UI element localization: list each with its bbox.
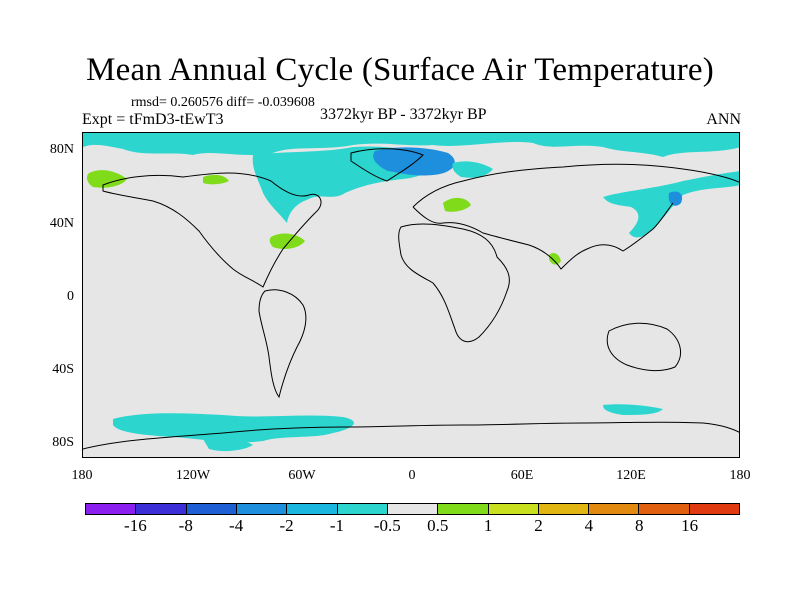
lat-tick: 80N	[49, 142, 74, 157]
map-panel	[82, 132, 740, 458]
lat-tick: 40N	[49, 216, 74, 231]
anomaly-canada-green	[203, 174, 229, 185]
colorbar-label: 4	[584, 516, 594, 535]
lon-tick: 180	[729, 468, 751, 483]
anomaly-asia-green	[443, 197, 471, 212]
colorbar-segment	[186, 504, 237, 514]
colorbar-label: -2	[279, 516, 294, 535]
world-map	[83, 133, 739, 457]
colorbar-label: -16	[124, 516, 147, 535]
colorbar-label: 1	[483, 516, 493, 535]
lat-tick: 40S	[52, 362, 74, 377]
colorbar-label: -8	[178, 516, 193, 535]
colorbar-segment	[387, 504, 439, 514]
colorbar-segment	[689, 504, 740, 514]
colorbar-segment	[136, 504, 187, 514]
colorbar-label: -1	[329, 516, 344, 535]
lon-tick: 60E	[510, 468, 534, 483]
colorbar-segment	[538, 504, 590, 514]
colorbar-label: 0.5	[427, 516, 449, 535]
colorbar-segment	[337, 504, 388, 514]
season-label: ANN	[706, 111, 741, 128]
anomaly-japan	[668, 191, 683, 206]
anomaly-southern-ocean	[113, 413, 354, 443]
colorbar-label: -0.5	[373, 516, 401, 535]
colorbar-label: 16	[681, 516, 699, 535]
map-background	[83, 133, 739, 457]
colorbar-segment	[287, 504, 338, 514]
colorbar-segment	[86, 504, 137, 514]
colorbar-segment	[639, 504, 690, 514]
stats-text: rmsd= 0.260576 diff= -0.039608	[131, 95, 315, 110]
anomaly-arctic-band	[83, 133, 739, 157]
lon-tick: 120W	[175, 468, 211, 483]
anomaly-greenland-core	[373, 147, 455, 176]
period-label: 3372kyr BP - 3372kyr BP	[320, 106, 487, 123]
colorbar-segment	[488, 504, 539, 514]
lon-tick: 0	[408, 468, 416, 483]
lat-tick: 80S	[52, 435, 74, 450]
anomaly-india-green	[549, 253, 561, 265]
lon-tick: 60W	[288, 468, 316, 483]
anomaly-europe	[452, 161, 493, 178]
colorbar-segment	[236, 504, 288, 514]
colorbar-label: -4	[229, 516, 244, 535]
colorbar-label: 2	[534, 516, 543, 535]
colorbar-label: 8	[634, 516, 644, 535]
experiment-label: Expt = tFmD3-tEwT3	[82, 111, 224, 128]
lat-tick: 0	[67, 289, 74, 304]
anomaly-atlantic-green	[269, 233, 305, 249]
anomaly-antarctic-cyan	[203, 437, 253, 452]
coastlines	[83, 148, 739, 450]
lon-tick: 120E	[616, 468, 646, 483]
colorbar	[85, 503, 740, 515]
anomaly-east-asia	[603, 171, 739, 238]
anomaly-southern-ocean-east	[603, 404, 663, 415]
anomaly-alaska-green	[86, 170, 127, 188]
chart-title: Mean Annual Cycle (Surface Air Temperatu…	[86, 52, 714, 88]
lon-tick: 180	[71, 468, 93, 483]
colorbar-segment	[589, 504, 640, 514]
colorbar-segment	[438, 504, 489, 514]
